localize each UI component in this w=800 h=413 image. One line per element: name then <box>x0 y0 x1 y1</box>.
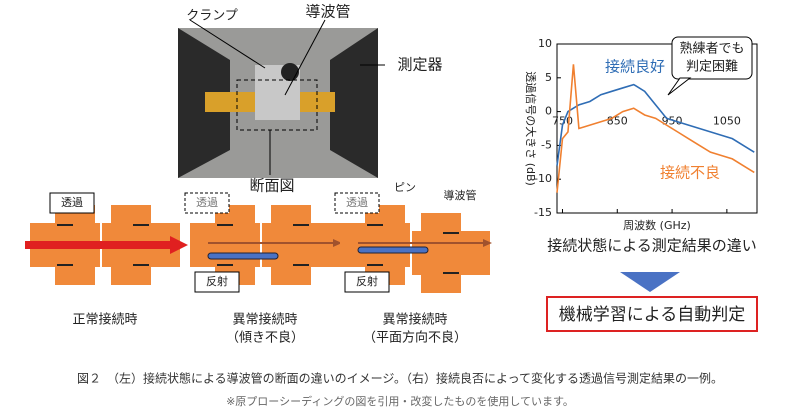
annotation: 判定困難 <box>686 60 738 75</box>
x-tick-label: 850 <box>607 115 628 128</box>
transmission-arrow <box>25 241 170 249</box>
reflection-path <box>357 246 429 254</box>
series-label: 接続良好 <box>605 58 665 76</box>
transmission-arrow <box>170 236 188 254</box>
label-box <box>194 271 240 293</box>
annotation-box <box>671 36 753 80</box>
flange <box>421 213 461 293</box>
label-box <box>334 192 380 214</box>
pointer <box>189 19 266 69</box>
result: 機械学習による自動判定 <box>559 305 746 325</box>
x-tick-label: 1050 <box>713 115 741 128</box>
pointer <box>284 19 326 96</box>
y-tick-label: -15 <box>534 206 552 219</box>
label: 透過 <box>196 196 218 209</box>
transmission-arrow <box>483 239 492 247</box>
annotation: 熟練者でも <box>679 41 744 57</box>
series-line <box>556 83 755 166</box>
label: 断面図 <box>249 177 294 195</box>
chart-title: 接続状態による測定結果の違い <box>547 237 757 255</box>
label: クランプ <box>186 9 238 24</box>
label: 反射 <box>206 274 228 288</box>
label: 測定器 <box>397 56 442 74</box>
label: 導波管 <box>444 188 477 202</box>
photo-box <box>236 79 318 131</box>
label-box <box>344 271 390 293</box>
diagram-caption: 正常接続時 <box>72 312 137 328</box>
label: 透過 <box>61 196 83 209</box>
plot-frame <box>556 43 758 214</box>
label: 反射 <box>356 274 378 288</box>
photo-instrument <box>178 28 230 178</box>
label: 透過 <box>346 196 368 209</box>
y-tick-label: 10 <box>538 37 552 50</box>
photo-knob <box>281 63 299 81</box>
series-label: 接続不良 <box>660 164 720 182</box>
label: 導波管 <box>305 3 350 21</box>
transmission-arrow <box>333 239 342 247</box>
label: ピン <box>394 181 416 194</box>
label-box <box>49 192 95 214</box>
y-tick-label: -10 <box>534 172 552 185</box>
label-box <box>184 192 230 214</box>
y-tick-label: 5 <box>545 71 552 84</box>
caption: 図２ （左）接続状態による導波管の断面の違いのイメージ。（右）接続良否によって変… <box>77 371 723 386</box>
diagram-caption: （傾き不良） <box>226 330 304 346</box>
y-tick-label: -5 <box>541 138 552 151</box>
y-tick-label: 0 <box>545 105 552 118</box>
caption-note: ※原プローシーディングの図を引用・改変したものを使用しています。 <box>226 394 574 408</box>
series-line <box>556 64 755 193</box>
flange <box>271 205 311 285</box>
x-tick-label: 750 <box>552 115 573 128</box>
reflection-path <box>207 252 279 260</box>
diagram-caption: （平面方向不良） <box>363 330 467 346</box>
x-axis-label: 周波数 (GHz) <box>623 219 691 232</box>
result-box <box>546 296 758 332</box>
arrow <box>620 272 680 292</box>
diagram-caption: 異常接続時 <box>232 312 297 328</box>
annotation-pointer <box>667 77 692 96</box>
y-axis-label: 透過信号の大きさ (dB) <box>524 71 538 186</box>
diagram-caption: 異常接続時 <box>382 312 447 328</box>
